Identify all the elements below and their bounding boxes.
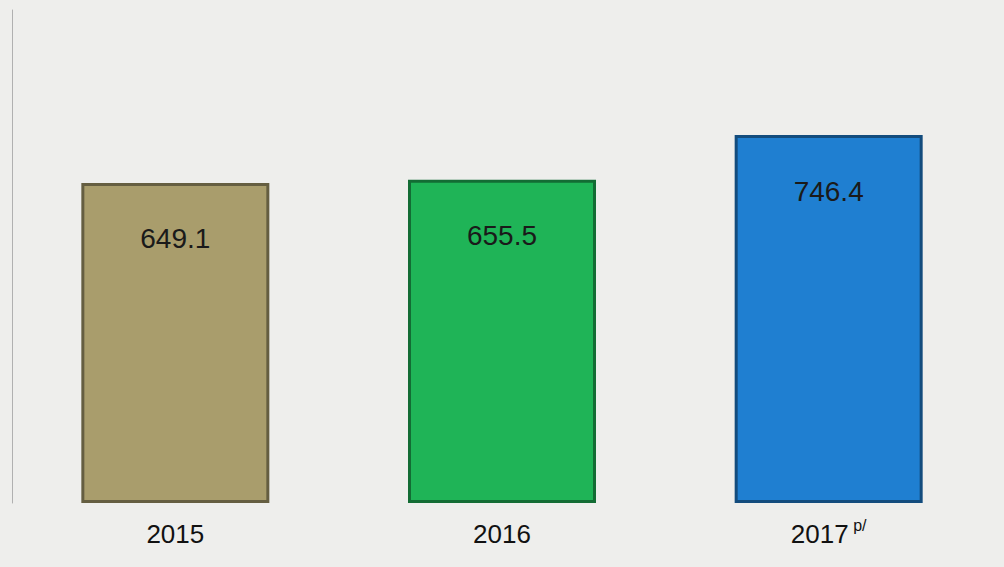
svg-text:655.5: 655.5 bbox=[467, 220, 537, 251]
svg-text:2017: 2017 bbox=[791, 519, 849, 549]
svg-text:649.1: 649.1 bbox=[140, 223, 210, 254]
svg-text:2016: 2016 bbox=[473, 519, 531, 549]
svg-text:2015: 2015 bbox=[146, 519, 204, 549]
svg-text:p/: p/ bbox=[849, 517, 867, 534]
svg-text:746.4: 746.4 bbox=[794, 176, 864, 207]
